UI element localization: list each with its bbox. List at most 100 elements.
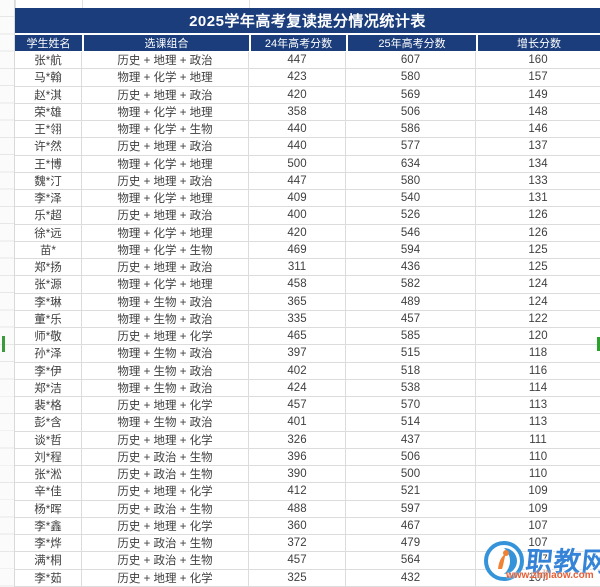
cell-course-combo[interactable]: 历史 + 地理 + 政治: [82, 86, 249, 103]
cell-gain[interactable]: 111: [529, 433, 547, 446]
cell-course-combo[interactable]: 历史 + 地理 + 政治: [82, 207, 249, 224]
cell-course-combo[interactable]: 历史 + 地理 + 化学: [82, 397, 249, 414]
cell-score-2024[interactable]: 400: [249, 207, 346, 224]
cell-course-combo[interactable]: 物理 + 化学 + 地理: [82, 224, 249, 241]
cell-score-2024[interactable]: 440: [249, 121, 346, 138]
cell-course-combo[interactable]: 历史 + 政治 + 生物: [82, 535, 249, 552]
cell-score-2024[interactable]: 325: [249, 569, 346, 586]
cell-student-name[interactable]: 李*鑫: [15, 517, 82, 534]
cell-score-2025[interactable]: 515: [346, 345, 476, 362]
cell-course-combo[interactable]: 物理 + 生物 + 政治: [82, 345, 249, 362]
cell-score-2024[interactable]: 465: [249, 328, 346, 345]
cell-score-2025[interactable]: 586: [346, 121, 476, 138]
cell-score-2024[interactable]: 358: [249, 103, 346, 120]
cell-score-2025[interactable]: 580: [346, 172, 476, 189]
cell-gain[interactable]: 133: [528, 174, 548, 187]
cell-gain[interactable]: 110: [528, 468, 548, 481]
cell-score-2025[interactable]: 538: [346, 379, 476, 396]
cell-gain[interactable]: 146: [528, 123, 548, 136]
cell-score-2025[interactable]: 436: [346, 259, 476, 276]
cell-gain[interactable]: 107: [528, 571, 548, 584]
spreadsheet-margin-column[interactable]: [0, 0, 15, 587]
cell-gain[interactable]: 114: [528, 381, 548, 394]
cell-gain[interactable]: 110: [528, 450, 548, 463]
cell-score-2025[interactable]: 569: [346, 86, 476, 103]
cell-score-2024[interactable]: 409: [249, 190, 346, 207]
table-title[interactable]: 2025学年高考复读提分情况统计表: [15, 8, 600, 33]
cell-score-2024[interactable]: 457: [249, 397, 346, 414]
cell-score-2024[interactable]: 360: [249, 517, 346, 534]
header-score-2024[interactable]: 24年高考分数: [249, 35, 346, 51]
cell-gain[interactable]: 126: [528, 226, 548, 239]
cell-gain[interactable]: 120: [528, 330, 548, 343]
cell-score-2024[interactable]: 412: [249, 483, 346, 500]
cell-student-name[interactable]: 魏*汀: [15, 172, 82, 189]
header-score-2025[interactable]: 25年高考分数: [346, 35, 476, 51]
cell-gain[interactable]: 157: [528, 71, 548, 84]
cell-score-2024[interactable]: 397: [249, 345, 346, 362]
cell-course-combo[interactable]: 历史 + 地理 + 化学: [82, 328, 249, 345]
cell-score-2025[interactable]: 597: [346, 500, 476, 517]
cell-score-2024[interactable]: 326: [249, 431, 346, 448]
cell-course-combo[interactable]: 历史 + 地理 + 化学: [82, 483, 249, 500]
cell-score-2024[interactable]: 335: [249, 310, 346, 327]
cell-score-2024[interactable]: 488: [249, 500, 346, 517]
cell-score-2025[interactable]: 634: [346, 155, 476, 172]
cell-score-2025[interactable]: 432: [346, 569, 476, 586]
cell-course-combo[interactable]: 物理 + 生物 + 政治: [82, 379, 249, 396]
cell-student-name[interactable]: 裴*格: [15, 397, 82, 414]
cell-score-2025[interactable]: 607: [346, 52, 476, 69]
cell-score-2024[interactable]: 396: [249, 448, 346, 465]
cell-score-2024[interactable]: 420: [249, 86, 346, 103]
cell-score-2025[interactable]: 570: [346, 397, 476, 414]
cell-course-combo[interactable]: 物理 + 化学 + 生物: [82, 121, 249, 138]
cell-student-name[interactable]: 孙*泽: [15, 345, 82, 362]
cell-score-2025[interactable]: 582: [346, 276, 476, 293]
cell-student-name[interactable]: 满*桐: [15, 552, 82, 569]
cell-gain[interactable]: 134: [528, 157, 548, 170]
cell-gain[interactable]: 107: [528, 519, 548, 532]
cell-course-combo[interactable]: 物理 + 生物 + 政治: [82, 310, 249, 327]
cell-course-combo[interactable]: 历史 + 地理 + 化学: [82, 431, 249, 448]
cell-course-combo[interactable]: 历史 + 地理 + 政治: [82, 259, 249, 276]
cell-gain[interactable]: 148: [528, 105, 548, 118]
cell-student-name[interactable]: 张*航: [15, 52, 82, 69]
cell-score-2025[interactable]: 506: [346, 448, 476, 465]
cell-student-name[interactable]: 王*博: [15, 155, 82, 172]
cell-student-name[interactable]: 李*泽: [15, 190, 82, 207]
cell-student-name[interactable]: 刘*程: [15, 448, 82, 465]
cell-score-2024[interactable]: 469: [249, 241, 346, 258]
cell-score-2024[interactable]: 311: [249, 259, 346, 276]
cell-course-combo[interactable]: 历史 + 政治 + 生物: [82, 466, 249, 483]
cell-course-combo[interactable]: 历史 + 地理 + 化学: [82, 517, 249, 534]
cell-score-2024[interactable]: 401: [249, 414, 346, 431]
cell-gain[interactable]: 126: [528, 209, 548, 222]
cell-score-2024[interactable]: 372: [249, 535, 346, 552]
cell-course-combo[interactable]: 历史 + 地理 + 政治: [82, 52, 249, 69]
cell-gain[interactable]: 113: [528, 399, 548, 412]
cell-course-combo[interactable]: 历史 + 地理 + 政治: [82, 172, 249, 189]
cell-student-name[interactable]: 辛*佳: [15, 483, 82, 500]
cell-course-combo[interactable]: 物理 + 生物 + 政治: [82, 293, 249, 310]
cell-gain[interactable]: 109: [528, 502, 548, 515]
cell-student-name[interactable]: 许*然: [15, 138, 82, 155]
header-student-name[interactable]: 学生姓名: [15, 35, 82, 51]
cell-course-combo[interactable]: 物理 + 化学 + 生物: [82, 241, 249, 258]
cell-gain[interactable]: 160: [528, 54, 548, 67]
cell-course-combo[interactable]: 物理 + 化学 + 地理: [82, 190, 249, 207]
cell-course-combo[interactable]: 历史 + 地理 + 政治: [82, 138, 249, 155]
cell-student-name[interactable]: 苗*: [15, 241, 82, 258]
cell-score-2025[interactable]: 514: [346, 414, 476, 431]
cell-score-2025[interactable]: 521: [346, 483, 476, 500]
cell-gain[interactable]: 113: [528, 416, 548, 429]
cell-score-2025[interactable]: 540: [346, 190, 476, 207]
cell-student-name[interactable]: 张*淞: [15, 466, 82, 483]
cell-gain[interactable]: 118: [528, 347, 548, 360]
cell-student-name[interactable]: 杨*晖: [15, 500, 82, 517]
cell-score-2025[interactable]: 585: [346, 328, 476, 345]
cell-score-2024[interactable]: 457: [249, 552, 346, 569]
cell-score-2024[interactable]: 440: [249, 138, 346, 155]
header-course-combo[interactable]: 选课组合: [82, 35, 249, 51]
header-gain[interactable]: 增长分数: [476, 35, 600, 51]
cell-score-2025[interactable]: 546: [346, 224, 476, 241]
